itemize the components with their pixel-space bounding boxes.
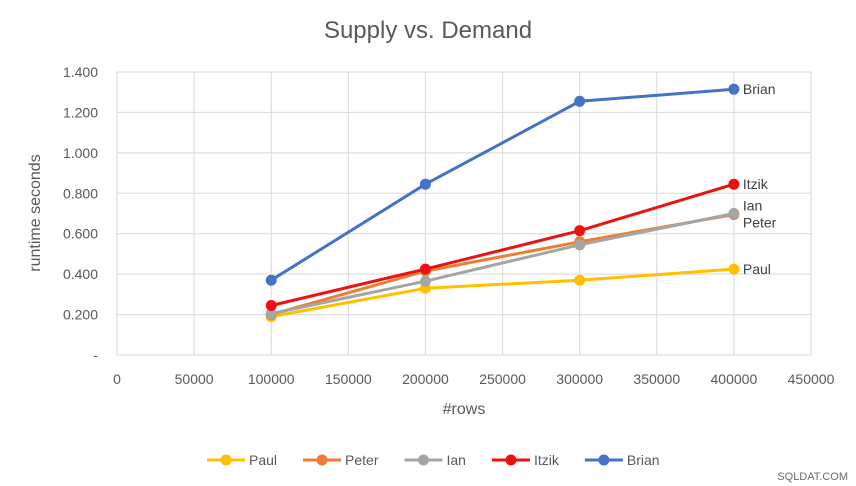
series-brian [265, 83, 740, 286]
x-tick-label: 300000 [556, 371, 603, 387]
y-tick-label: 1.200 [63, 104, 98, 120]
data-point-brian [265, 274, 277, 286]
series-line-paul [270, 267, 735, 319]
x-tick-label: 400000 [711, 371, 758, 387]
legend-item-itzik: Itzik [491, 452, 560, 468]
legend-label: Paul [249, 452, 277, 468]
legend-label: Brian [627, 452, 660, 468]
legend-label: Ian [447, 452, 466, 468]
gridlines [116, 71, 812, 356]
data-point-ian [265, 308, 277, 320]
y-tick-label: 1.000 [63, 145, 98, 161]
legend-swatch-marker [316, 454, 328, 466]
chart-title: Supply vs. Demand [324, 17, 532, 44]
series-group [265, 83, 740, 323]
data-point-ian [574, 239, 586, 251]
y-tick-label: 0.600 [63, 226, 98, 242]
x-tick-label: 0 [113, 371, 121, 387]
y-tick-label: 0.200 [63, 307, 98, 323]
legend-label: Peter [345, 452, 379, 468]
x-tick-label: 100000 [248, 371, 295, 387]
data-point-itzik [265, 299, 277, 311]
data-point-paul [728, 263, 740, 275]
end-label-ian: Ian [743, 198, 762, 214]
data-point-itzik [419, 263, 431, 275]
data-point-brian [574, 95, 586, 107]
y-axis-title: runtime seconds [27, 154, 44, 271]
y-tick-label: 0.800 [63, 185, 98, 201]
legend-swatch-marker [418, 454, 429, 466]
data-point-ian [728, 208, 740, 219]
legend-item-ian: Ian [404, 452, 466, 468]
x-tick-label: 450000 [788, 371, 835, 387]
data-point-itzik [574, 225, 586, 237]
y-axis-ticks: - 0.200 0.400 0.600 0.800 1.000 1.200 1.400 [63, 64, 98, 363]
x-tick-label: 50000 [175, 371, 214, 387]
x-axis-title: #rows [443, 401, 486, 418]
legend-item-paul: Paul [207, 452, 277, 468]
legend-swatch-marker [598, 454, 610, 466]
legend-item-peter: Peter [303, 452, 379, 468]
y-tick-label: 0.400 [63, 266, 98, 282]
series-line-ian [270, 212, 735, 316]
x-tick-label: 150000 [325, 371, 372, 387]
end-label-brian: Brian [743, 81, 776, 97]
data-point-itzik [728, 178, 740, 190]
data-point-paul [574, 274, 586, 286]
legend-label: Itzik [534, 452, 560, 468]
series-itzik [265, 178, 740, 311]
end-label-peter: Peter [743, 215, 777, 231]
end-label-paul: Paul [743, 261, 771, 277]
legend-swatch-marker [505, 454, 517, 466]
legend: Paul Peter Ian Itzik Brian [207, 452, 660, 468]
series-ian [265, 208, 740, 320]
data-point-brian [419, 178, 431, 190]
y-tick-label: - [93, 347, 98, 363]
x-tick-label: 350000 [633, 371, 680, 387]
series-line-brian [270, 87, 735, 282]
y-tick-label: 1.400 [63, 64, 98, 80]
legend-swatch-marker [220, 454, 232, 466]
data-point-ian [419, 275, 431, 287]
watermark: SQLDAT.COM [777, 471, 848, 483]
series-line-itzik [270, 182, 735, 307]
x-axis-ticks: 0 50000 100000 150000 200000 250000 300000 3500… [113, 371, 834, 387]
x-tick-label: 250000 [479, 371, 526, 387]
data-point-brian [728, 83, 740, 95]
legend-item-brian: Brian [584, 452, 660, 468]
end-label-itzik: Itzik [743, 176, 769, 192]
x-tick-label: 200000 [402, 371, 449, 387]
